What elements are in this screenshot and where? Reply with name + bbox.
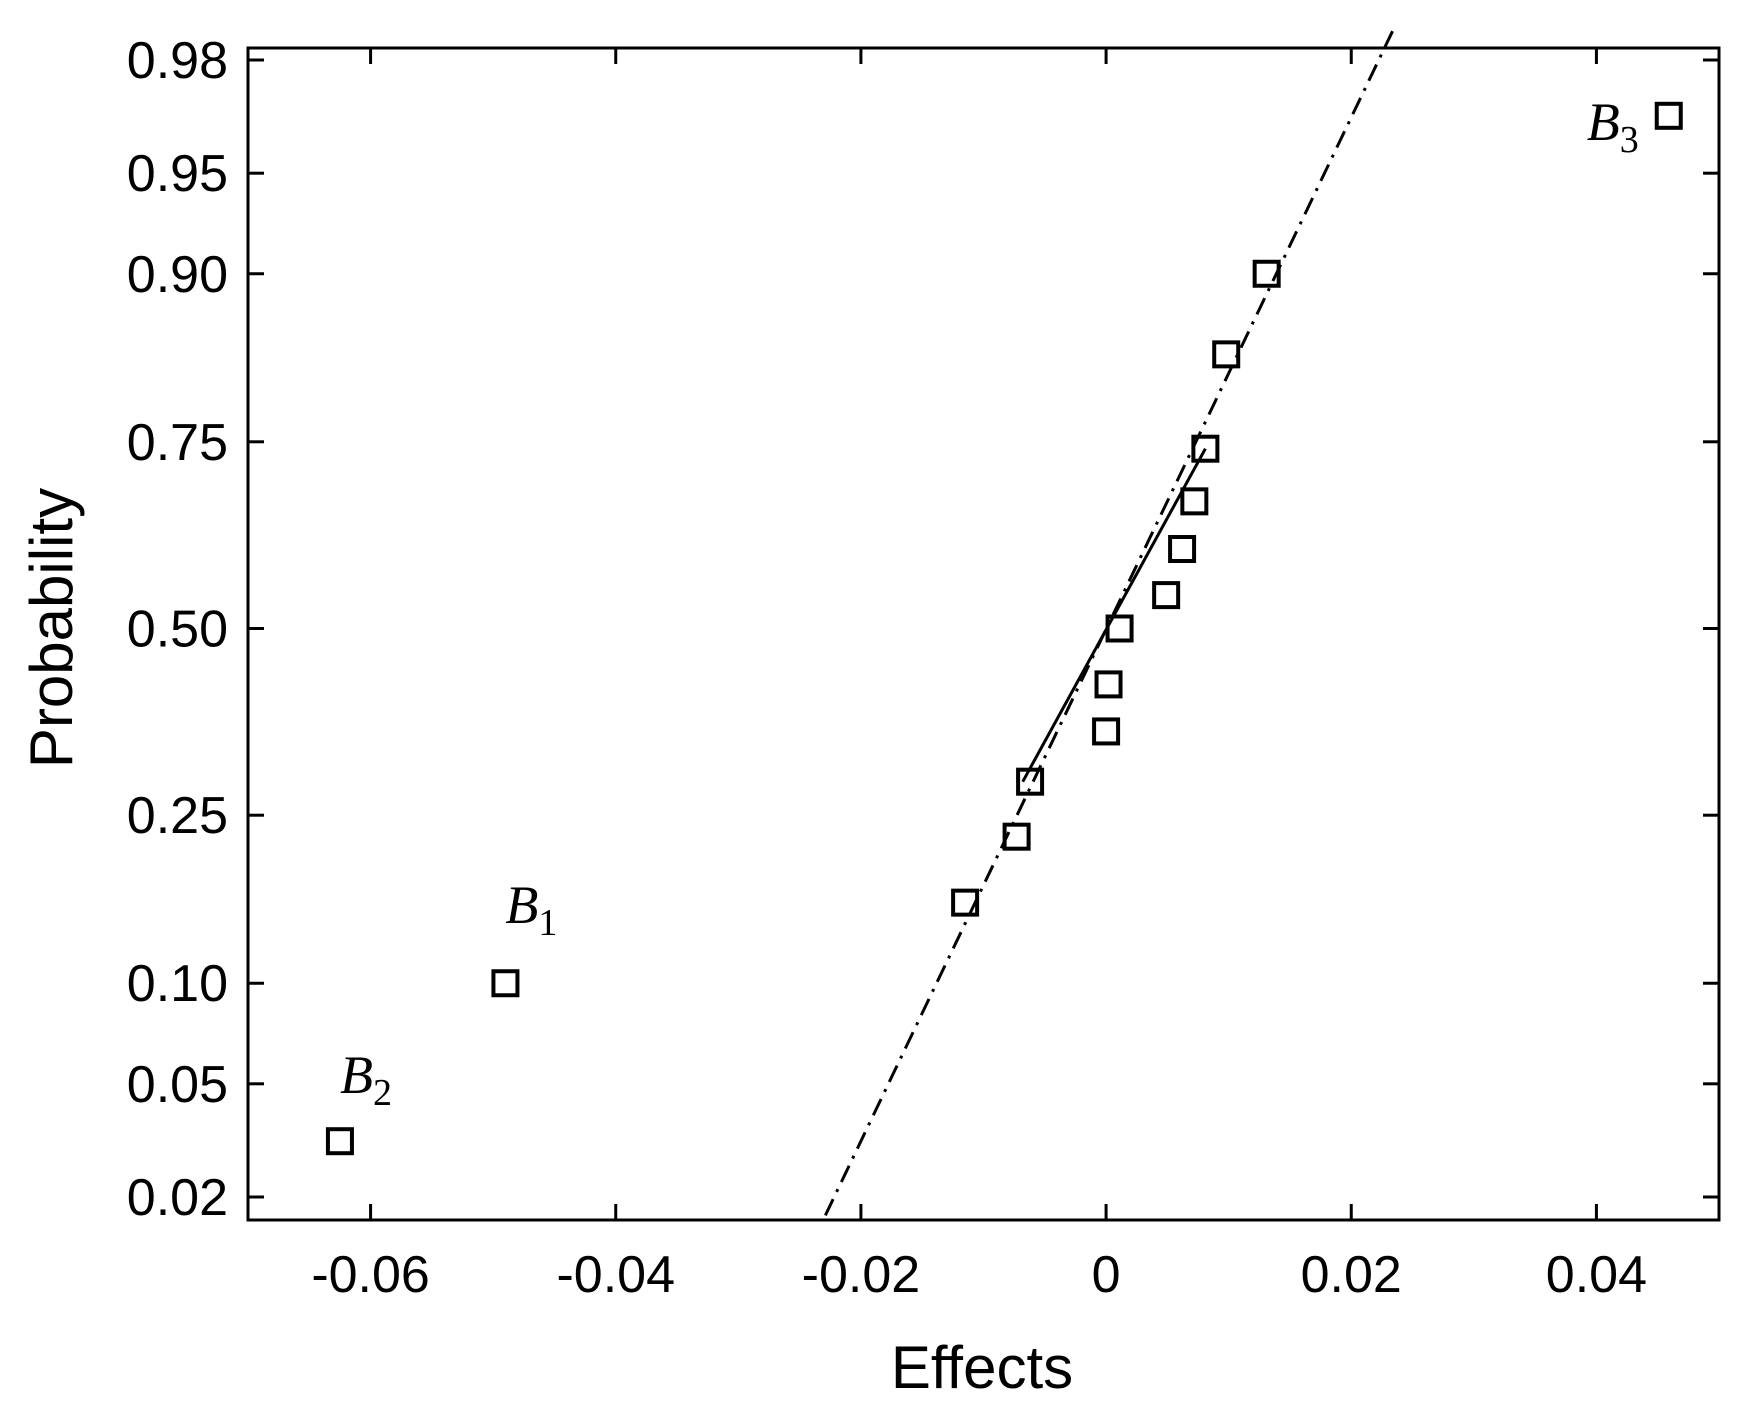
data-point [1105, 614, 1134, 643]
y-tick-label: 0.75 [127, 414, 228, 472]
y-axis-title: Probability [18, 488, 85, 768]
x-tick-label: 0 [1092, 1246, 1121, 1304]
y-tick-label: 0.05 [127, 1056, 228, 1114]
data-point [1180, 487, 1209, 516]
x-tick-label: 0.04 [1546, 1246, 1647, 1304]
data-point [1168, 535, 1197, 564]
y-tick-label: 0.02 [127, 1169, 228, 1227]
x-axis-title: Effects [891, 1334, 1073, 1401]
data-point [1094, 670, 1123, 699]
lines [824, 27, 1396, 1217]
x-tick-label: 0.02 [1301, 1246, 1402, 1304]
x-tick-label: -0.04 [556, 1246, 675, 1304]
data-point [1212, 340, 1241, 369]
data-point [1092, 717, 1121, 746]
data-point [1252, 259, 1281, 288]
x-tick-label: -0.02 [802, 1246, 921, 1304]
plot-frame [246, 46, 1721, 1222]
data-points [325, 101, 1683, 1156]
y-tick-label: 0.50 [127, 601, 228, 659]
y-tick-label: 0.25 [127, 787, 228, 845]
y-tick-label: 0.10 [127, 955, 228, 1013]
data-point [951, 888, 980, 917]
point-annotation: B1 [505, 875, 557, 944]
y-tick-label: 0.95 [127, 145, 228, 203]
point-annotation: B2 [340, 1045, 392, 1114]
data-point [1016, 767, 1045, 796]
data-point [491, 969, 520, 998]
labels: B1 B2 B3 [340, 92, 1639, 1114]
y-tick-label: 0.90 [127, 246, 228, 304]
x-tick-label: -0.06 [311, 1246, 430, 1304]
y-tick-label: 0.98 [127, 32, 228, 90]
data-point [1002, 822, 1031, 851]
data-point [1152, 581, 1181, 610]
data-point [1191, 434, 1220, 463]
axes: -0.06 -0.04 -0.02 0 0.02 0.04 0.02 0.05 0.10 0.25… [127, 32, 1721, 1304]
data-point [1654, 101, 1683, 130]
data-point [325, 1127, 354, 1156]
point-annotation: B3 [1587, 92, 1639, 161]
